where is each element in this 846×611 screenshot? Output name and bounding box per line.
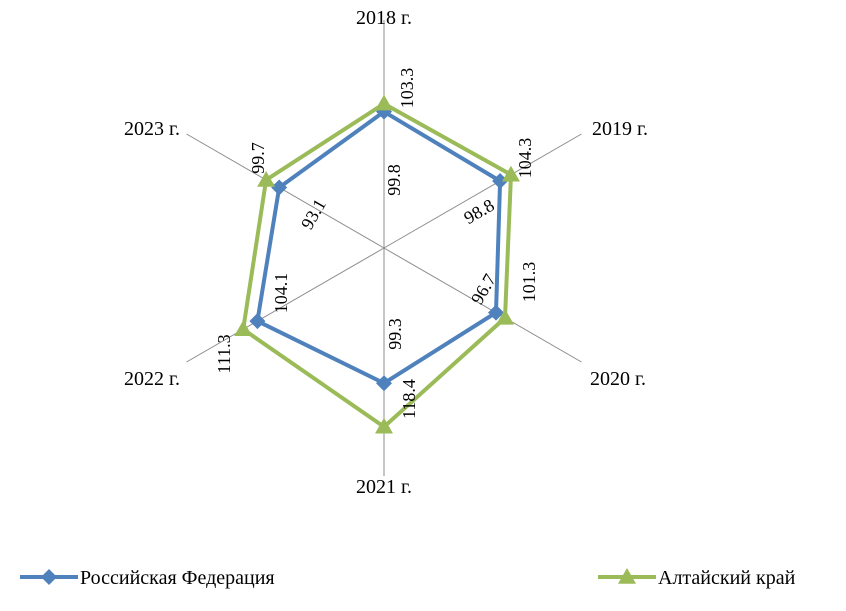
data-point	[375, 417, 393, 434]
axis-spoke-2022-г	[186, 247, 385, 363]
category-label: 2021 г.	[356, 476, 412, 498]
data-point	[249, 313, 266, 330]
legend: Российская Федерация Алтайский край	[20, 567, 796, 589]
category-label: 2020 г.	[590, 368, 646, 390]
legend-swatch-marker	[41, 569, 57, 585]
data-point	[496, 308, 515, 325]
legend-item: Алтайский край	[598, 567, 796, 589]
category-label: 2019 г.	[592, 118, 648, 140]
data-label: 101.3	[519, 262, 539, 303]
category-label: 2022 г.	[124, 368, 180, 390]
axis-spokes	[186, 20, 582, 476]
data-label: 104.3	[515, 138, 535, 179]
axis-spoke-2019-г	[383, 133, 582, 249]
data-label: 99.7	[248, 142, 268, 174]
series-2	[234, 94, 520, 434]
data-label: 118.4	[399, 379, 419, 419]
data-point	[271, 179, 288, 196]
data-label: 104.1	[271, 273, 291, 314]
data-label: 98.8	[460, 195, 497, 228]
data-point	[375, 94, 393, 111]
data-point	[376, 375, 392, 392]
axis-spoke-2020-г	[383, 247, 582, 363]
data-point	[257, 170, 276, 187]
legend-label: Российская Федерация	[80, 567, 275, 589]
category-labels: 2018 г. 2019 г. 2020 г. 2021 г. 2022 г. 2023 …	[124, 7, 648, 498]
series-1	[249, 103, 509, 392]
data-point	[234, 320, 253, 337]
data-point	[492, 172, 509, 189]
data-point	[501, 165, 520, 182]
data-point	[487, 304, 504, 321]
axis-spoke-2023-г	[186, 133, 385, 249]
legend-label: Алтайский край	[658, 567, 796, 589]
series-line	[255, 109, 503, 386]
category-label: 2018 г.	[356, 7, 412, 29]
legend-item: Российская Федерация	[20, 567, 275, 589]
data-label: 99.8	[384, 164, 404, 196]
category-label: 2023 г.	[124, 118, 180, 140]
data-label: 99.3	[385, 318, 405, 350]
data-label: 103.3	[397, 68, 417, 109]
data-label: 111.3	[214, 334, 234, 373]
legend-swatch-marker	[618, 568, 636, 584]
